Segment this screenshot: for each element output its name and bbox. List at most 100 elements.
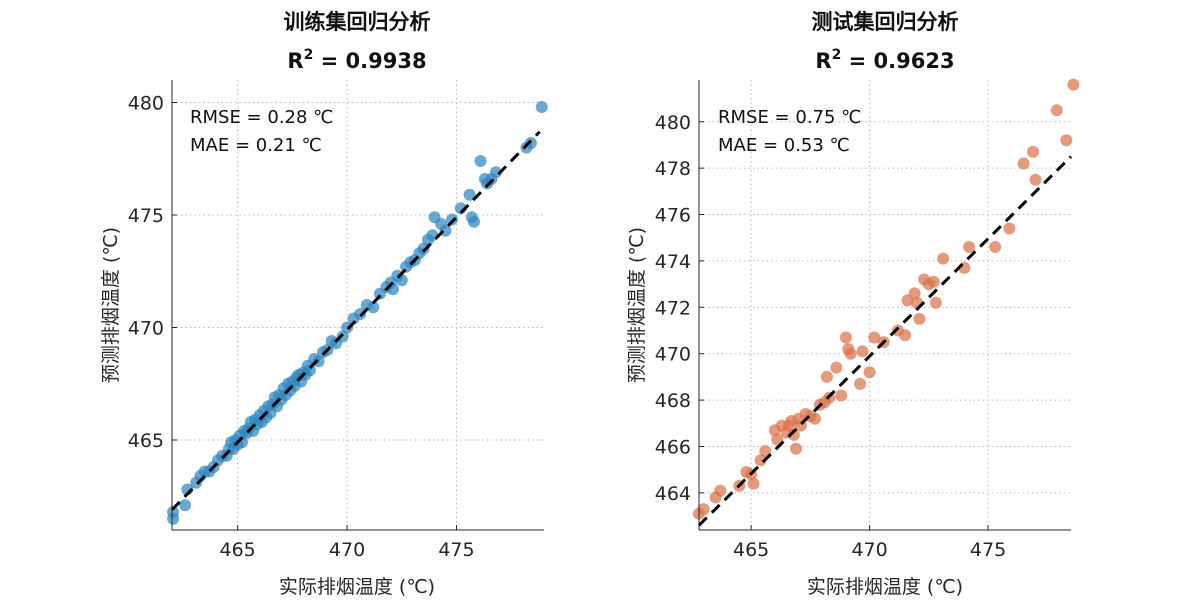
train-data-point [336, 330, 349, 343]
test-data-point [747, 477, 760, 490]
test-data-point [759, 445, 772, 458]
test-rmse: RMSE = 0.75 ℃ [718, 107, 861, 128]
train-axes [171, 80, 544, 531]
train-data-point [167, 506, 180, 518]
test-data-point [937, 252, 950, 265]
test-x-ticks: 465 470 475 [733, 539, 1006, 561]
train-data-point [367, 301, 380, 314]
test-y-tick-label: 476 [655, 205, 691, 227]
train-data-point [535, 101, 548, 113]
train-rmse: RMSE = 0.28 ℃ [190, 107, 333, 128]
train-x-tick-label: 465 [220, 539, 256, 561]
test-data-point [1060, 134, 1073, 147]
test-y-tick-label: 466 [655, 436, 691, 458]
test-data-point [771, 433, 784, 446]
test-panel: 测试集回归分析 R2 = 0.9623 465 470 475 4644664684… [626, 10, 1080, 598]
train-data-point [489, 166, 502, 179]
test-x-tick-label: 465 [733, 539, 769, 561]
test-data-point [754, 454, 767, 467]
train-data-point [303, 364, 316, 377]
test-fit-line-group [697, 155, 1073, 527]
test-y-tick-label: 480 [655, 112, 691, 134]
train-y-tick-label: 475 [128, 205, 164, 227]
test-axes [698, 80, 1071, 531]
test-x-tick-label: 475 [970, 539, 1006, 561]
test-y-ticks: 464 466 468 470 472 474 476 478 480 [655, 112, 691, 505]
train-fit-line [170, 130, 541, 511]
train-data-point [312, 355, 325, 368]
test-gridlines [699, 80, 1071, 530]
test-title: 测试集回归分析 [812, 10, 959, 34]
train-r2-superscript: 2 [304, 47, 314, 63]
train-y-ticks: 465 470 475 480 [128, 93, 164, 453]
train-data-point [179, 499, 192, 512]
test-data-point [908, 287, 921, 300]
test-y-axis-label: 预测排烟温度 (℃) [626, 227, 648, 383]
test-mae: MAE = 0.53 ℃ [718, 135, 850, 156]
test-data-point [1017, 157, 1030, 170]
test-data-point [963, 241, 976, 253]
train-y-tick-label: 465 [128, 430, 164, 452]
train-panel: 训练集回归分析 R2 = 0.9938 465 470 475 4654704754… [100, 10, 548, 598]
train-x-axis-label: 实际排烟温度 (℃) [279, 576, 435, 598]
test-data-point [787, 428, 800, 441]
test-data-point [1067, 78, 1080, 91]
test-data-point [1027, 145, 1040, 158]
train-data-point [463, 188, 476, 201]
train-y-tick-label: 470 [128, 318, 164, 340]
test-data-point [863, 366, 876, 379]
test-y-tick-label: 472 [655, 297, 691, 319]
train-x-ticks: 465 470 475 [220, 539, 475, 561]
test-data-point [697, 503, 710, 516]
train-data-point [354, 308, 367, 320]
test-x-tick-label: 470 [851, 539, 887, 561]
test-r2-superscript: 2 [832, 47, 842, 63]
train-data-point [446, 213, 459, 226]
test-data-point [1050, 104, 1063, 117]
test-y-tick-label: 478 [655, 158, 691, 180]
test-data-point [856, 345, 869, 358]
test-data-point [929, 296, 942, 309]
test-x-axis-label: 实际排烟温度 (℃) [807, 576, 963, 598]
test-data-point [835, 389, 848, 402]
test-data-point [899, 329, 912, 342]
test-data-point [714, 484, 727, 497]
train-x-tick-label: 475 [438, 539, 474, 561]
train-y-axis-label: 预测排烟温度 (℃) [100, 227, 122, 383]
test-data-point [868, 331, 881, 344]
test-y-tick-label: 464 [655, 483, 691, 505]
test-y-tick-label: 470 [655, 344, 691, 366]
test-r2-subtitle: R2 = 0.9623 [815, 47, 954, 73]
test-data-point [790, 442, 803, 455]
test-data-point [820, 370, 833, 383]
train-points [167, 101, 548, 525]
test-data-point [1003, 222, 1016, 235]
train-mae: MAE = 0.21 ℃ [190, 135, 322, 156]
test-data-point [913, 312, 926, 325]
test-y-tick-label: 468 [655, 390, 691, 412]
train-r2-subtitle: R2 = 0.9938 [287, 47, 426, 73]
test-data-point [844, 347, 857, 360]
test-r2-symbol: R [815, 49, 831, 73]
test-data-point [839, 331, 852, 344]
train-data-point [524, 137, 537, 149]
train-data-point [468, 215, 480, 228]
train-y-tick-label: 480 [128, 93, 164, 115]
train-data-point [474, 155, 487, 167]
train-r2-symbol: R [287, 49, 303, 73]
test-data-point [989, 241, 1002, 253]
train-data-point [417, 242, 430, 255]
test-data-point [830, 361, 843, 374]
train-title: 训练集回归分析 [284, 10, 431, 34]
train-x-tick-label: 470 [329, 539, 365, 561]
test-y-tick-label: 474 [655, 251, 691, 273]
train-gridlines [172, 80, 544, 530]
test-r2-value: = 0.9623 [841, 49, 954, 73]
test-data-point [1029, 173, 1042, 186]
test-fit-line [697, 155, 1073, 527]
test-data-point [927, 275, 940, 288]
train-r2-value: = 0.9938 [313, 49, 426, 73]
test-data-point [809, 412, 822, 425]
